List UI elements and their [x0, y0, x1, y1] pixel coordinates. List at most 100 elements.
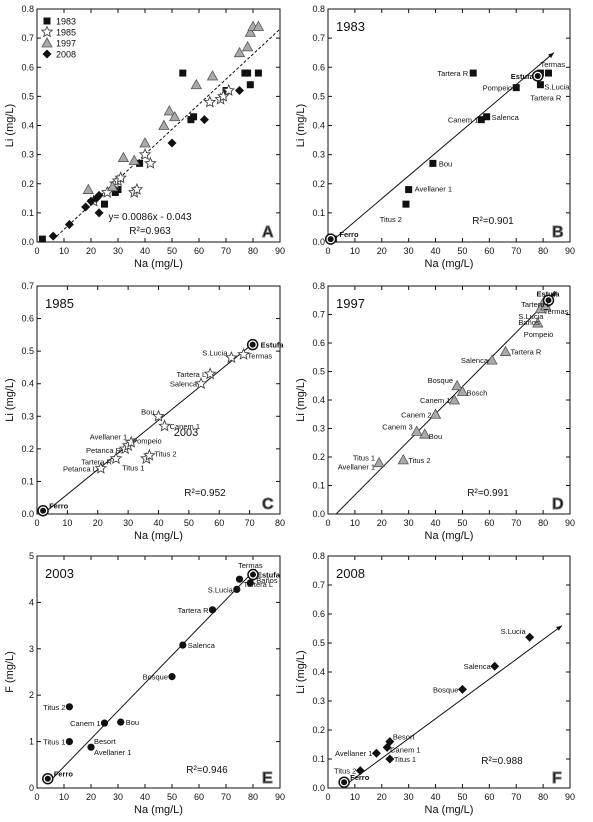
point-label: Bosque [433, 685, 458, 694]
y-tick-label: 0.4 [312, 667, 325, 677]
x-tick-label: 20 [377, 246, 387, 256]
y-tick-label: 0.3 [312, 696, 325, 706]
legend-label: 2008 [56, 50, 76, 60]
fit-line-arrow [548, 52, 554, 59]
y-axis-label: Li (mg/L) [295, 650, 307, 693]
x-tick-label: 60 [194, 792, 204, 802]
data-point [469, 69, 477, 77]
y-tick-label: 0.3 [312, 424, 325, 434]
y-tick-label: 0.4 [312, 121, 325, 131]
data-point [194, 377, 208, 390]
annotation: R²=0.991 [467, 488, 509, 499]
point-label: Termas [544, 307, 569, 316]
data-point [94, 208, 104, 218]
x-tick-label: 10 [59, 246, 69, 256]
x-tick-label: 20 [86, 792, 96, 802]
panel-title: 1985 [45, 296, 74, 311]
data-point [138, 147, 152, 161]
fit-line [341, 625, 563, 789]
y-axis-label: Li (mg/L) [4, 378, 16, 421]
x-tick-label: 60 [194, 246, 204, 256]
point-label: Termas [248, 351, 273, 360]
data-point [490, 661, 500, 671]
plot-frame [327, 8, 571, 243]
y-tick-label: 0.8 [312, 281, 325, 291]
point-label: Pompeio [132, 437, 162, 446]
y-tick-label: 0.8 [312, 551, 325, 561]
data-point [451, 379, 463, 391]
data-point [429, 408, 442, 419]
data-point [81, 202, 91, 212]
point-label: S.Lucia [208, 585, 234, 594]
point-label: Petanca L [63, 464, 97, 473]
data-point [114, 186, 122, 194]
data-point [405, 186, 413, 194]
point-label: Bou [429, 432, 442, 441]
point-label: Avellaner 1 [94, 748, 131, 757]
point-label: Canem 1 [390, 745, 420, 754]
data-point [235, 575, 244, 583]
panel-letter: F [552, 770, 562, 787]
data-point [65, 703, 73, 711]
data-point [532, 317, 544, 328]
y-tick-label: 4 [29, 597, 34, 607]
data-point [355, 766, 365, 776]
data-point [38, 235, 46, 243]
legend-label: 1985 [56, 28, 76, 38]
point-label: Estufa [257, 571, 281, 580]
x-tick-label: 40 [431, 792, 441, 802]
endmember-point-core [327, 236, 334, 243]
panel-title: 2008 [336, 566, 365, 581]
point-label: Tartera R [178, 606, 209, 615]
point-label: S.Lucia [501, 627, 527, 636]
point-label: Titus 2 [334, 767, 356, 776]
data-point [48, 231, 58, 241]
fit-line-arrow [556, 625, 562, 631]
point-label: Avellaner 1 [90, 432, 127, 441]
x-tick-label: 0 [34, 518, 39, 528]
x-axis-label: Na (mg/L) [134, 530, 183, 542]
legend-label: 1997 [56, 39, 76, 49]
x-tick-label: 40 [153, 518, 163, 528]
x-tick-label: 80 [248, 792, 258, 802]
y-tick-label: 0.6 [312, 338, 325, 348]
x-tick-label: 30 [113, 792, 123, 802]
point-label: Baños [256, 576, 278, 585]
point-label: Titus 1 [43, 738, 65, 747]
x-tick-label: 10 [59, 792, 69, 802]
y-tick-label: 0.5 [21, 346, 34, 356]
y-axis-label: Li (mg/L) [295, 104, 307, 147]
endmember-point-core [545, 297, 552, 304]
point-label: Titus 2 [43, 703, 65, 712]
data-point [411, 425, 423, 436]
x-tick-label: 30 [404, 792, 414, 802]
point-label: Canem 1 [448, 116, 478, 125]
x-tick-label: 70 [511, 246, 521, 256]
y-tick-label: 0.2 [312, 452, 325, 462]
data-point [117, 151, 130, 162]
annotation: R²=0.988 [481, 756, 523, 767]
data-point [235, 86, 244, 96]
point-label: Ferro [54, 770, 74, 779]
point-label: Salenca [188, 641, 216, 650]
data-point [246, 579, 254, 587]
y-tick-label: 0.0 [21, 509, 34, 519]
annotation: R²=0.946 [186, 765, 228, 776]
endmember-point-core [534, 72, 541, 79]
y-tick-label: 0.1 [21, 208, 34, 218]
y-tick-label: 0.7 [312, 580, 325, 590]
point-label: Tartera R [81, 458, 112, 467]
data-point [169, 110, 181, 122]
panel-c: 0 10 20 30 40 50 60 70 80 0.0 0.1 0.2 0.3 0.4 0.5 0.6 0.… [4, 281, 285, 542]
x-tick-label: 20 [93, 518, 103, 528]
data-point [237, 347, 250, 360]
point-label: Titus 2 [408, 456, 430, 465]
endmember-point-core [341, 779, 348, 786]
point-label: Canem 1 [170, 422, 200, 431]
data-point [536, 81, 544, 89]
point-label: Bou [126, 718, 139, 727]
x-tick-label: 50 [167, 792, 177, 802]
x-axis-label: Na (mg/L) [134, 804, 183, 816]
x-tick-label: 40 [431, 518, 441, 528]
x-tick-label: 20 [377, 792, 387, 802]
